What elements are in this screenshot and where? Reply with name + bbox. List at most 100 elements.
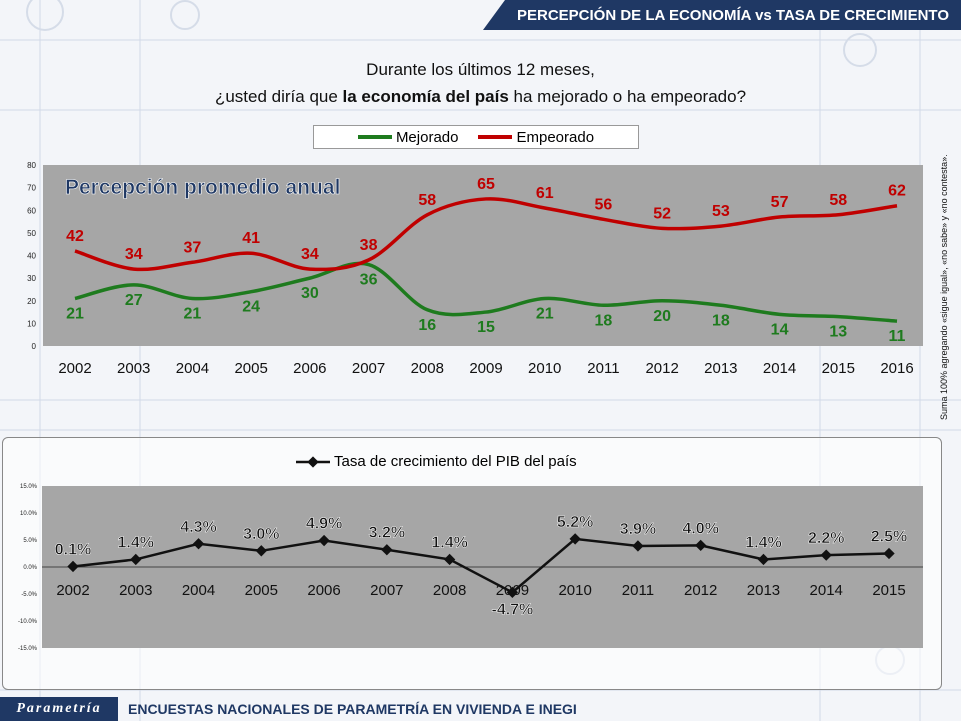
y-tick-label: -5.0%: [21, 592, 37, 598]
legend-swatch-pib: [296, 455, 330, 468]
x-tick-label: 2004: [182, 582, 215, 599]
data-label-mejorado: 27: [125, 292, 143, 309]
y-tick-label: 15.0%: [20, 484, 38, 490]
data-label-empeorado: 37: [184, 239, 202, 256]
footer-text: ENCUESTAS NACIONALES DE PARAMETRÍA EN VI…: [128, 701, 577, 717]
x-tick-label: 2014: [763, 360, 796, 377]
footer: Parametría ENCUESTAS NACIONALES DE PARAM…: [0, 697, 961, 721]
y-tick-label: 30: [27, 274, 36, 283]
data-label-mejorado: 13: [829, 324, 847, 341]
x-tick-label: 2004: [176, 360, 209, 377]
side-note: Suma 100% agregando «sigue igual», «no s…: [939, 154, 955, 430]
y-tick-label: 20: [27, 297, 36, 306]
x-tick-label: 2002: [58, 360, 91, 377]
header-title-bar: PERCEPCIÓN DE LA ECONOMÍA vs TASA DE CRE…: [483, 0, 961, 30]
chart-inner-title: Percepción promedio anual: [65, 176, 340, 199]
x-tick-label: 2016: [880, 360, 913, 377]
y-tick-label: 70: [27, 184, 36, 193]
data-point-pib: [192, 538, 205, 550]
x-tick-label: 2011: [587, 360, 619, 377]
data-label-empeorado: 38: [360, 237, 378, 254]
data-label-pib: 2.2%: [808, 530, 844, 547]
data-label-pib: 5.2%: [557, 514, 593, 531]
legend-label-empeorado: Empeorado: [516, 128, 595, 146]
data-label-mejorado: 16: [418, 317, 436, 334]
data-label-mejorado: 20: [653, 308, 671, 325]
y-tick-label: 80: [27, 161, 36, 170]
survey-question: Durante los últimos 12 meses, ¿usted dir…: [0, 56, 961, 110]
data-label-empeorado: 58: [829, 192, 847, 209]
data-label-empeorado: 56: [595, 196, 613, 213]
x-tick-label: 2003: [119, 582, 152, 599]
x-tick-label: 2010: [558, 582, 591, 599]
data-label-pib: 3.2%: [369, 525, 405, 542]
data-label-empeorado: 52: [653, 205, 671, 222]
series-line-empeorado: [74, 197, 898, 272]
x-tick-label: 2006: [293, 360, 326, 377]
data-label-mejorado: 21: [536, 305, 554, 322]
perception-line-chart: 0 10 20 30 40 50 60 70 80 Percepción promedio anu…: [27, 161, 923, 377]
x-tick-label: 2005: [245, 582, 278, 599]
x-tick-label: 2005: [234, 360, 267, 377]
legend-item-empeorado: Empeorado: [478, 129, 594, 146]
data-label-pib: 1.4%: [745, 534, 781, 551]
y-tick-label: 50: [27, 229, 36, 238]
data-label-mejorado: 18: [712, 312, 730, 329]
data-label-mejorado: 18: [595, 312, 613, 329]
y-tick-label: 10: [27, 319, 36, 328]
x-tick-label: 2006: [307, 582, 340, 599]
data-label-pib: 0.1%: [55, 541, 91, 558]
data-label-mejorado: 21: [184, 305, 202, 322]
x-tick-label: 2014: [810, 582, 843, 599]
data-label-empeorado: 58: [418, 192, 436, 209]
question-line-1: Durante los últimos 12 meses,: [366, 60, 595, 79]
data-label-mejorado: 15: [477, 319, 495, 336]
y-tick-label: 60: [27, 206, 36, 215]
data-label-empeorado: 65: [477, 176, 495, 193]
data-point-pib: [381, 544, 393, 556]
data-label-mejorado: 30: [301, 285, 319, 302]
x-tick-label: 2010: [528, 360, 561, 377]
question-line-2: ¿usted diría que la economía del país ha…: [0, 83, 961, 110]
gdp-growth-line-chart: -15.0% -10.0% -5.0% 0.0% 5.0% 10.0% 15.0% 2002 2…: [18, 484, 923, 652]
data-label-empeorado: 41: [242, 230, 260, 247]
y-tick-label: -15.0%: [18, 646, 38, 652]
data-label-empeorado: 61: [536, 185, 554, 202]
data-label-empeorado: 42: [66, 228, 84, 245]
chart1-legend: Mejorado Empeorado: [313, 125, 639, 149]
question-line-2-pre: ¿usted diría que: [214, 87, 343, 106]
data-label-pib: 4.0%: [682, 520, 718, 537]
x-tick-label: 2003: [117, 360, 150, 377]
data-label-pib: 1.4%: [118, 534, 154, 551]
x-tick-label: 2009: [469, 360, 502, 377]
data-label-pib: 1.4%: [431, 534, 467, 551]
x-tick-label: 2012: [645, 360, 678, 377]
y-tick-label: 5.0%: [23, 538, 37, 544]
x-tick-label: 2012: [684, 582, 717, 599]
data-label-empeorado: 57: [771, 194, 789, 211]
data-label-mejorado: 21: [66, 305, 84, 322]
y-tick-label: 0.0%: [23, 565, 37, 571]
data-point-pib: [506, 586, 519, 599]
x-tick-label: 2015: [822, 360, 855, 377]
legend-item-mejorado: Mejorado: [357, 128, 459, 146]
question-line-2-post: ha mejorado o ha empeorado?: [508, 87, 747, 106]
data-label-mejorado: 14: [771, 321, 789, 338]
data-label-pib: 3.0%: [243, 526, 279, 543]
y-tick-label: 40: [27, 252, 36, 261]
data-label-empeorado: 34: [125, 246, 143, 263]
legend-swatch-mejorado: [357, 135, 392, 139]
x-tick-label: 2008: [433, 582, 466, 599]
data-label-empeorado: 34: [301, 246, 319, 263]
data-label-pib: -4.7%: [491, 601, 533, 618]
data-label-pib: 2.5%: [871, 529, 907, 546]
y-tick-label: 0: [32, 342, 37, 351]
data-label-pib: 4.9%: [306, 516, 342, 533]
chart2-legend: Tasa de crecimiento del PIB del país: [296, 453, 577, 470]
legend-label-mejorado: Mejorado: [395, 128, 459, 146]
footer-logo: Parametría: [0, 697, 118, 721]
data-label-mejorado: 24: [242, 299, 260, 316]
x-tick-label: 2007: [370, 582, 403, 599]
legend-label-pib: Tasa de crecimiento del PIB del país: [334, 453, 577, 470]
